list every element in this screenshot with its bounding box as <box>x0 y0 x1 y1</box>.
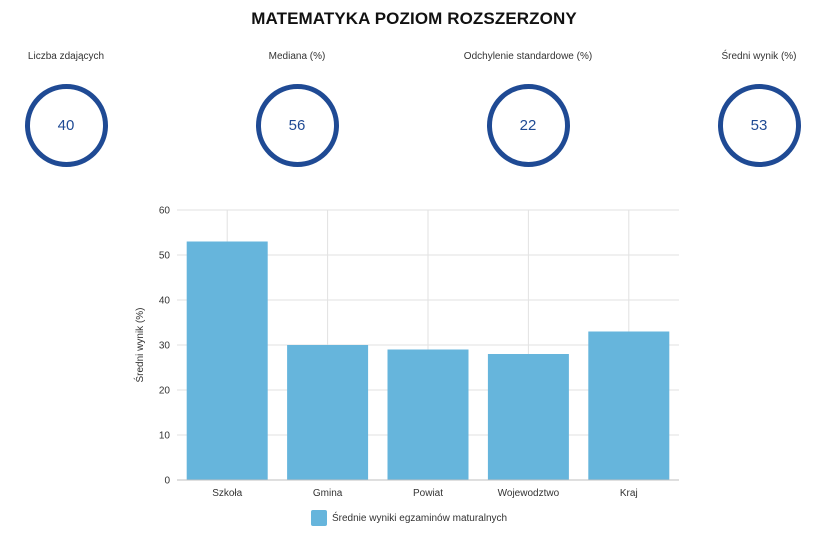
y-tick-label: 50 <box>159 251 171 262</box>
bar <box>588 331 670 480</box>
y-tick-label: 10 <box>159 431 171 442</box>
stat-circle: 40 <box>24 84 108 167</box>
y-tick-label: 0 <box>164 476 170 487</box>
legend-swatch <box>311 510 327 526</box>
stat-label: Liczba zdających <box>27 51 105 62</box>
bar <box>487 354 569 480</box>
stat-value: 40 <box>57 117 75 134</box>
stat-value: 53 <box>750 117 768 134</box>
legend-label: Średnie wyniki egzaminów maturalnych <box>332 512 508 524</box>
stat-sredni-wynik: Średni wynik (%) 53 <box>679 50 828 167</box>
chart-legend[interactable]: Średnie wyniki egzaminów maturalnych <box>311 510 507 526</box>
y-tick-label: 30 <box>159 341 171 352</box>
y-tick-label: 60 <box>159 206 171 217</box>
stat-circle: 22 <box>486 84 570 167</box>
stat-label: Odchylenie standardowe (%) <box>463 51 593 62</box>
stat-circle: 53 <box>717 84 801 167</box>
stat-value: 22 <box>519 117 537 134</box>
x-tick-label: Powiat <box>413 488 443 499</box>
stat-mediana: Mediana (%) 56 <box>217 50 377 167</box>
y-tick-label: 20 <box>159 386 171 397</box>
bar <box>387 349 469 480</box>
y-tick-label: 40 <box>159 296 171 307</box>
stat-label: Średni wynik (%) <box>721 51 797 62</box>
x-tick-label: Wojewodztwo <box>498 488 560 499</box>
y-axis-label: Średni wynik (%) <box>133 307 146 382</box>
bar <box>186 241 268 480</box>
x-tick-label: Kraj <box>620 488 638 499</box>
stat-circle: 56 <box>255 84 339 167</box>
x-tick-label: Szkoła <box>212 488 242 499</box>
stat-value: 56 <box>288 117 306 134</box>
stat-liczba-zdajacych: Liczba zdających 40 <box>0 50 146 167</box>
bar <box>287 345 369 480</box>
page-title: MATEMATYKA POZIOM ROZSZERZONY <box>251 9 577 28</box>
stat-odchylenie: Odchylenie standardowe (%) 22 <box>448 50 608 167</box>
x-tick-label: Gmina <box>313 488 343 499</box>
stat-label: Mediana (%) <box>268 51 326 62</box>
